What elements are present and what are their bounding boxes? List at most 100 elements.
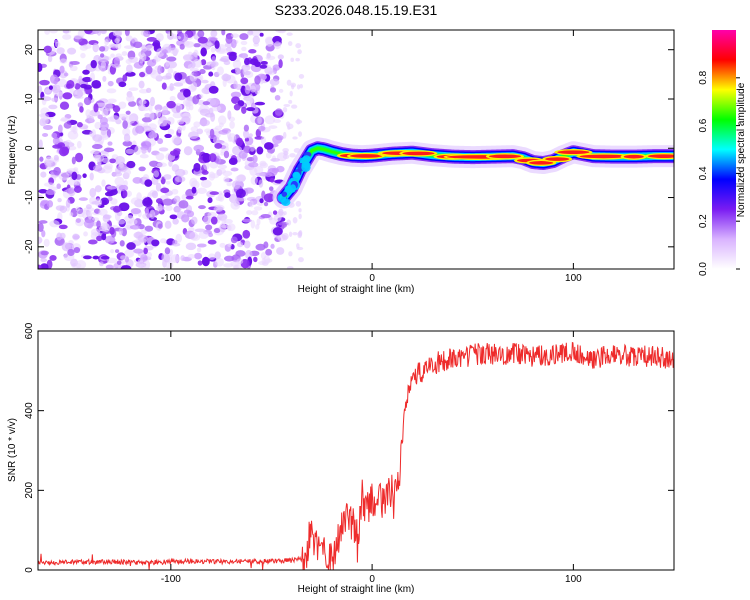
noise-speckle (208, 71, 214, 77)
noise-speckle (74, 88, 86, 96)
y-tick-label: -10 (24, 190, 35, 205)
noise-speckle (242, 218, 252, 223)
noise-speckle (272, 227, 283, 236)
noise-speckle (91, 144, 103, 150)
noise-speckle (291, 104, 298, 109)
spectrogram-noise-layer (38, 30, 305, 269)
noise-speckle (118, 81, 127, 88)
noise-speckle (247, 30, 254, 36)
noise-speckle (193, 72, 199, 77)
noise-speckle (210, 30, 218, 38)
noise-speckle (96, 220, 101, 229)
noise-speckle (111, 171, 123, 177)
noise-speckle (230, 38, 237, 49)
noise-speckle (192, 52, 198, 57)
noise-speckle (246, 210, 253, 215)
noise-speckle (76, 140, 82, 149)
noise-speckle (169, 82, 174, 92)
noise-speckle (263, 142, 274, 150)
noise-speckle (38, 188, 48, 194)
noise-speckle (155, 152, 165, 161)
noise-speckle (145, 44, 155, 51)
noise-speckle (235, 197, 247, 202)
noise-speckle (244, 70, 251, 76)
noise-speckle (191, 186, 197, 194)
x-tick-label: 100 (565, 574, 582, 585)
noise-speckle (295, 57, 300, 62)
noise-speckle (292, 136, 298, 140)
noise-speckle (282, 154, 290, 160)
noise-speckle (173, 35, 182, 40)
noise-speckle (185, 195, 194, 200)
noise-speckle (215, 196, 223, 202)
noise-speckle (199, 94, 204, 99)
noise-speckle (199, 108, 210, 116)
noise-speckle (163, 253, 171, 263)
noise-speckle (258, 179, 264, 188)
noise-speckle (199, 69, 206, 75)
noise-speckle (255, 172, 266, 177)
noise-speckle (106, 88, 117, 94)
noise-speckle (286, 123, 294, 130)
noise-speckle (176, 119, 185, 125)
ridge-onset-blob (289, 184, 297, 193)
noise-speckle (143, 30, 151, 38)
y-tick-label: 400 (24, 402, 35, 419)
noise-speckle (173, 195, 181, 202)
noise-speckle (84, 30, 93, 35)
noise-speckle (251, 210, 259, 216)
noise-speckle (78, 75, 83, 83)
noise-speckle (209, 128, 215, 139)
noise-speckle (196, 128, 204, 135)
noise-speckle (241, 46, 247, 52)
x-tick-label: -100 (161, 574, 181, 585)
noise-speckle (116, 113, 128, 119)
noise-speckle (72, 90, 78, 95)
noise-speckle (108, 196, 113, 202)
noise-speckle (226, 181, 233, 187)
x-tick-label: 0 (369, 574, 375, 585)
noise-speckle (107, 98, 117, 104)
noise-speckle (151, 190, 159, 199)
noise-speckle (120, 265, 132, 269)
noise-speckle (174, 175, 186, 183)
noise-speckle (98, 208, 108, 216)
ridge-onset-blob (302, 155, 311, 161)
noise-speckle (106, 129, 112, 138)
noise-speckle (102, 199, 108, 205)
noise-speckle (182, 53, 192, 62)
colorbar-tick-label: 0.0 (698, 262, 709, 276)
noise-speckle (287, 41, 293, 46)
noise-speckle (181, 194, 188, 201)
noise-speckle (254, 61, 261, 68)
noise-speckle (178, 200, 189, 209)
noise-speckle (227, 130, 232, 140)
noise-speckle (155, 32, 164, 42)
noise-speckle (157, 117, 168, 127)
noise-speckle (65, 199, 71, 208)
noise-speckle (75, 218, 81, 223)
noise-speckle (142, 107, 150, 111)
noise-speckle (230, 91, 242, 98)
noise-speckle (89, 131, 95, 137)
noise-speckle (116, 34, 121, 42)
noise-speckle (172, 218, 179, 225)
noise-speckle (227, 110, 232, 120)
noise-speckle (273, 41, 282, 50)
noise-speckle (102, 214, 111, 223)
noise-speckle (155, 198, 163, 204)
colorbar-tick-label: 0.6 (698, 118, 709, 132)
noise-speckle (133, 41, 143, 49)
noise-speckle (245, 96, 253, 106)
noise-speckle (76, 208, 86, 218)
noise-speckle (57, 124, 63, 134)
noise-speckle (55, 205, 65, 211)
noise-speckle (145, 65, 153, 75)
colorbar-ticks: 0.0 0.2 0.4 0.6 0.8 (698, 70, 740, 276)
noise-speckle (198, 205, 206, 210)
noise-speckle (60, 117, 68, 122)
noise-speckle (138, 80, 145, 89)
noise-speckle (224, 192, 231, 198)
noise-speckle (235, 250, 246, 257)
noise-speckle (163, 174, 172, 180)
